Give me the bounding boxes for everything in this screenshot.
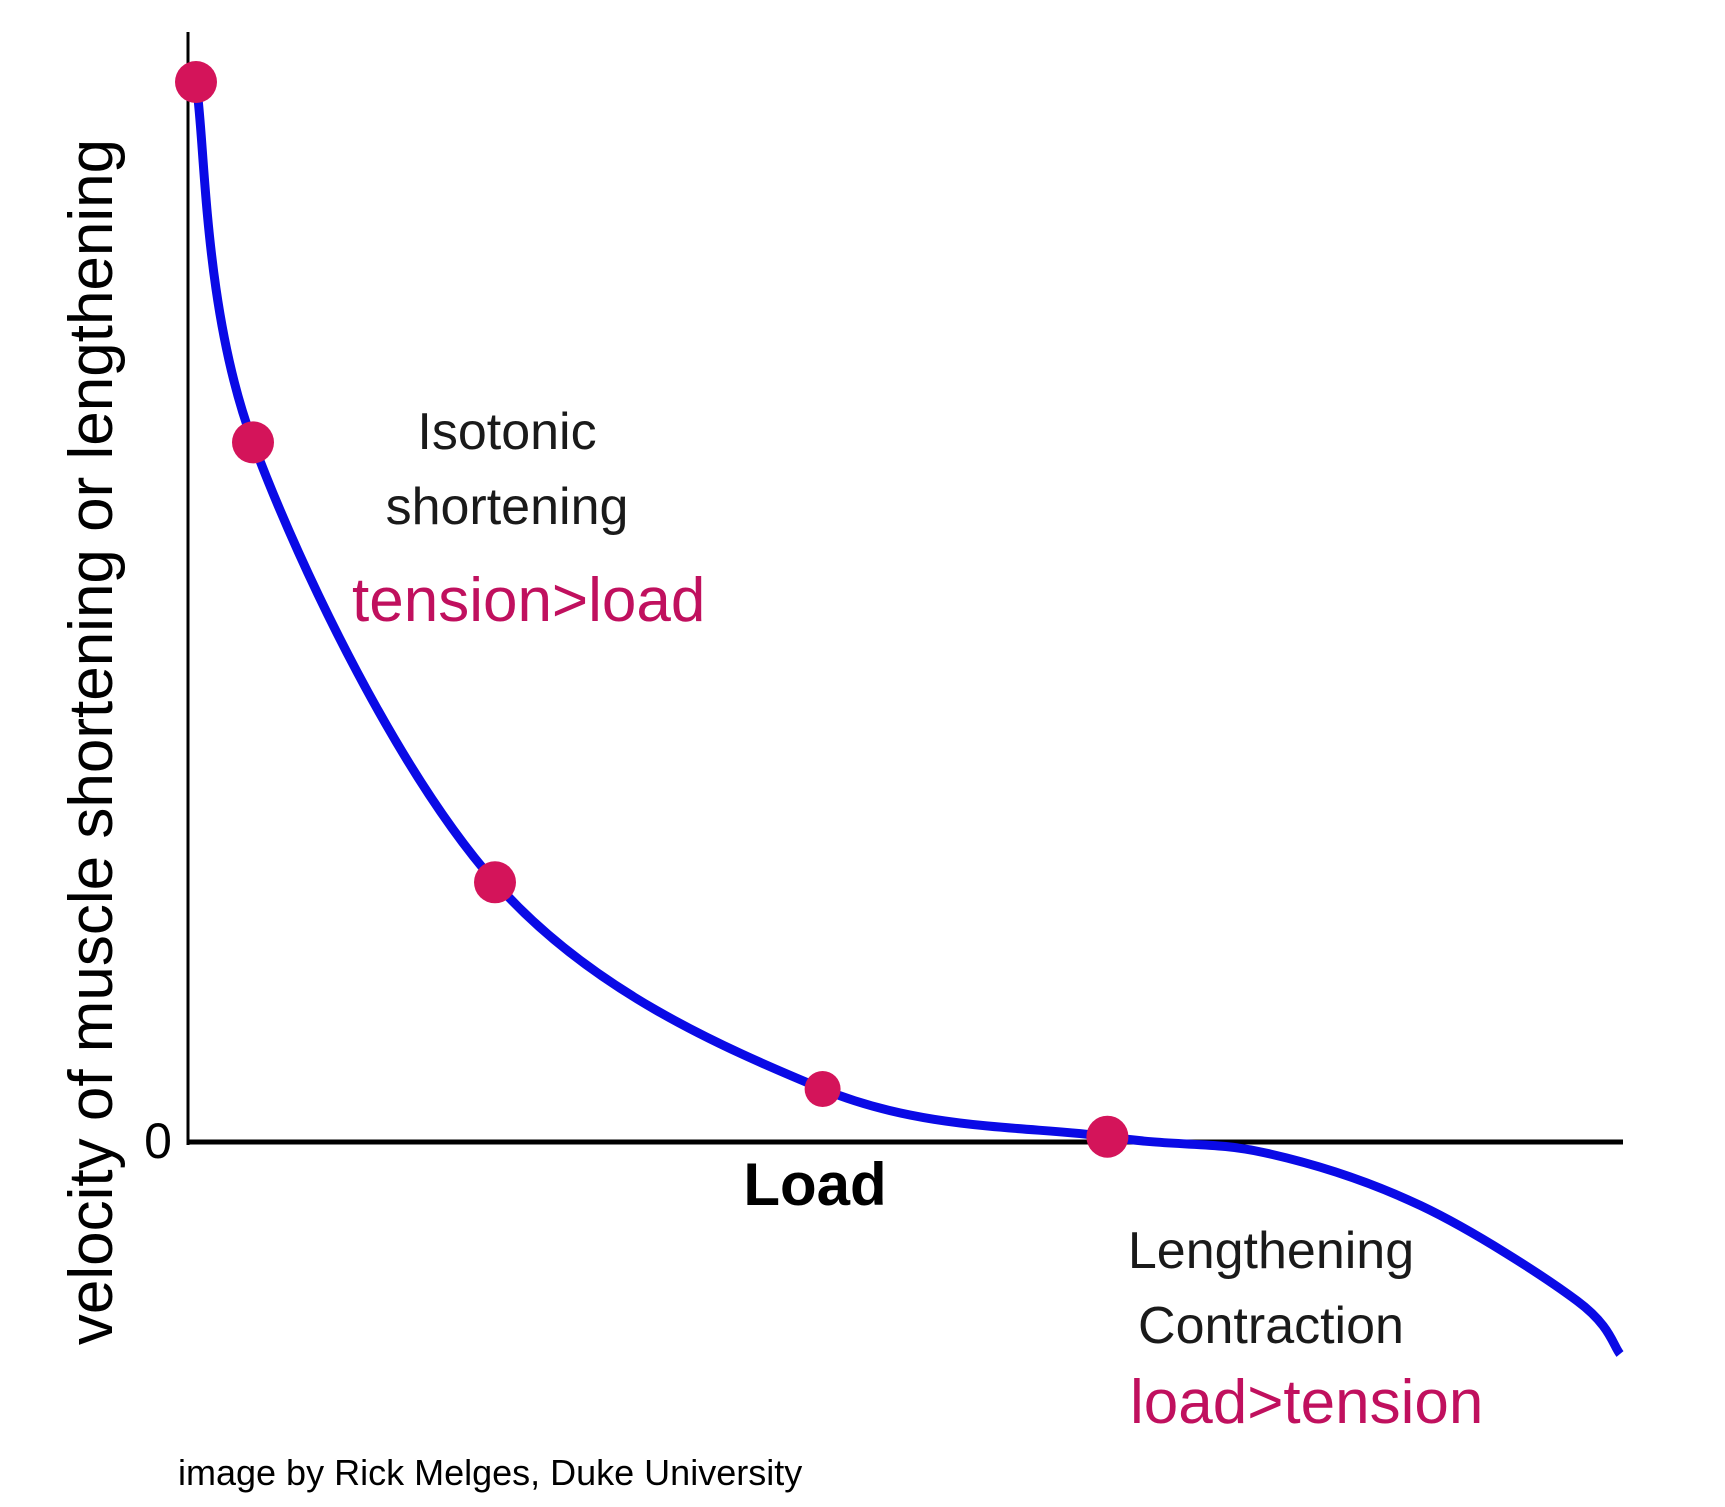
annotation-shortening-line-2: shortening — [386, 478, 629, 536]
data-point — [232, 421, 274, 464]
velocity-curve — [191, 81, 1624, 1357]
x-axis-label: Load — [743, 1151, 886, 1218]
data-point — [474, 861, 516, 904]
annotation-shortening-line-1: Isotonic — [417, 403, 596, 461]
y-tick-label: 0 — [144, 1113, 172, 1169]
annotation-lengthening-condition: load>tension — [1130, 1368, 1483, 1437]
image-credit: image by Rick Melges, Duke University — [178, 1452, 802, 1493]
series-line — [191, 81, 1624, 1357]
data-point — [175, 61, 217, 103]
annotation-shortening-condition: tension>load — [352, 566, 705, 635]
annotation-shortening: Isotonic shortening tension>load — [352, 403, 705, 635]
annotation-lengthening-line-2: Contraction — [1138, 1297, 1404, 1355]
data-point — [1086, 1115, 1129, 1158]
annotation-lengthening: Lengthening Contraction load>tension — [1128, 1222, 1484, 1437]
annotation-lengthening-line-1: Lengthening — [1128, 1222, 1414, 1280]
data-points — [175, 61, 1129, 1158]
y-axis-label: velocity of muscle shortening or lengthe… — [57, 139, 126, 1345]
data-point — [804, 1071, 841, 1107]
axes — [186, 32, 1623, 1145]
